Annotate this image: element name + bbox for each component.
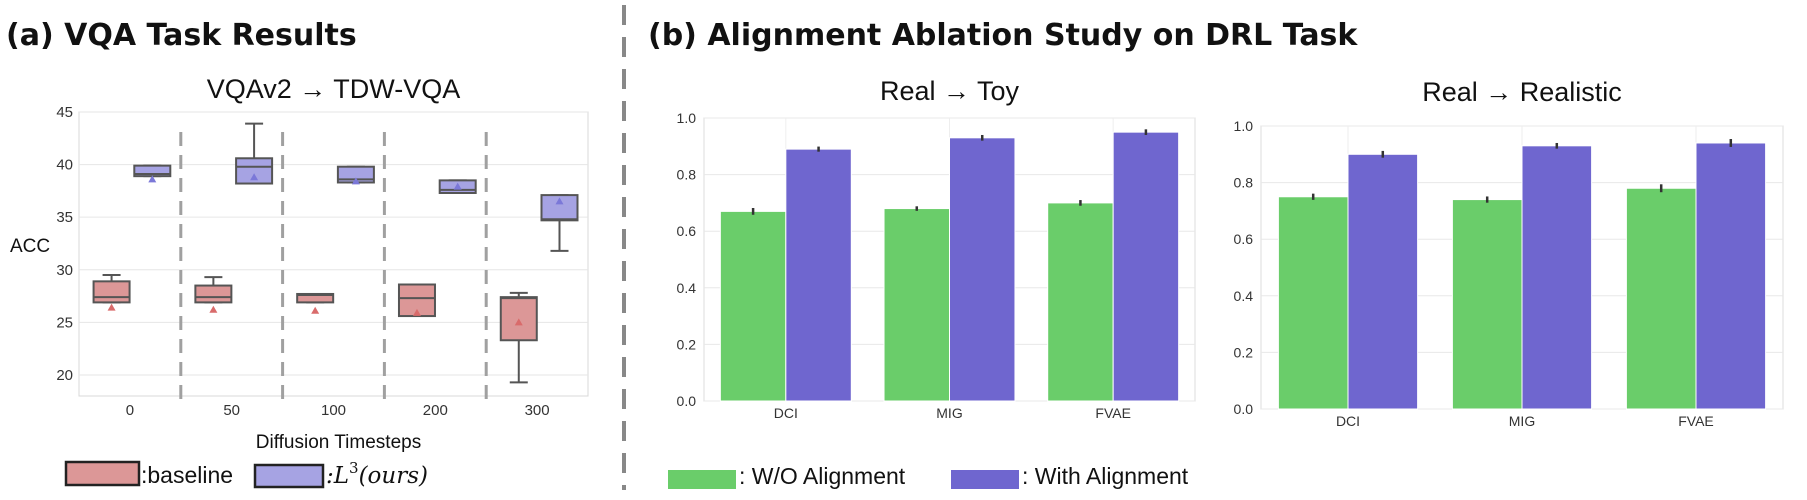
bar-x-tick-label: MIG	[936, 405, 962, 421]
legend-label-with-alignment: : With Alignment	[1022, 463, 1189, 489]
bar-x-tick-label: FVAE	[1678, 413, 1714, 429]
real-to-toy-bar-chart: 0.0 0.2 0.4 0.6 0.8 1.0 DCI MIG FVAE Real → Toy	[677, 76, 1196, 421]
box-y-tick-label: 25	[56, 314, 73, 331]
bar-without-alignment	[719, 210, 787, 402]
legend-panel-a: :baseline :L3(ours)	[64, 459, 428, 489]
bar-x-tick-label: DCI	[1336, 413, 1360, 429]
bar-without-alignment	[883, 208, 950, 402]
bar-with-alignment	[1112, 131, 1180, 402]
bar-y-tick-label: 1.0	[1234, 118, 1254, 134]
bar-without-alignment	[1277, 196, 1349, 410]
legend-swatch-with-alignment	[951, 470, 1019, 489]
box-x-axis-label: Diffusion Timesteps	[256, 432, 421, 453]
box-baseline	[92, 280, 131, 304]
legend-swatch-ours	[253, 463, 325, 489]
legend-panel-b: : W/O Alignment : With Alignment	[668, 463, 1189, 489]
bar-with-alignment	[1521, 145, 1593, 410]
bar-y-tick-label: 0.6	[1234, 231, 1254, 247]
box-x-tick-label: 50	[223, 402, 240, 419]
box-mean-marker	[148, 175, 157, 183]
vqa-box-plot: 20 25 30 35 40 45 0 50 100 200 300 VQAv2 → TDW-VQA A…	[10, 74, 589, 453]
bar-with-alignment	[1347, 153, 1419, 410]
bar-y-tick-label: 1.0	[677, 110, 697, 126]
box-mean-marker	[555, 197, 564, 205]
bar-y-tick-label: 0.0	[1234, 401, 1254, 417]
box-x-tick-label: 0	[126, 402, 134, 419]
bar-y-tick-label: 0.2	[1234, 344, 1254, 360]
bar-y-tick-label: 0.4	[1234, 288, 1254, 304]
bar-x-tick-label: MIG	[1509, 413, 1535, 429]
box-mean-marker	[250, 173, 259, 181]
box-y-tick-label: 35	[56, 209, 73, 226]
legend-label-ours: :L3(ours)	[326, 459, 428, 489]
box-mean-marker	[209, 305, 218, 313]
box-y-axis-label: ACC	[10, 236, 50, 257]
bar-without-alignment	[1451, 199, 1523, 410]
box-mean-marker	[412, 308, 421, 316]
bar-x-tick-label: DCI	[774, 405, 798, 421]
bar-with-alignment	[949, 137, 1016, 402]
panel-a-title: (a) VQA Task Results	[6, 18, 357, 53]
bar-without-alignment	[1625, 187, 1697, 410]
box-plot-title: VQAv2 → TDW-VQA	[207, 74, 461, 104]
bar-plot-title: Real → Toy	[880, 76, 1020, 106]
box-baseline	[194, 284, 233, 304]
bar-with-alignment	[785, 148, 852, 402]
box-plot-area	[78, 111, 589, 397]
box-baseline	[296, 292, 335, 304]
bar-x-tick-label: FVAE	[1095, 405, 1131, 421]
bar-y-tick-label: 0.8	[677, 167, 697, 183]
box-ours	[540, 194, 579, 222]
bar-plot-title: Real → Realistic	[1422, 77, 1622, 107]
box-y-tick-label: 45	[56, 104, 73, 121]
bar-y-tick-label: 0.6	[677, 223, 697, 239]
box-mean-marker	[107, 303, 116, 311]
box-y-tick-label: 20	[56, 367, 73, 384]
box-x-tick-label: 300	[525, 402, 550, 419]
bar-without-alignment	[1047, 202, 1114, 402]
legend-swatch-without-alignment	[668, 470, 736, 489]
bar-y-tick-label: 0.4	[677, 280, 697, 296]
bar-y-tick-label: 0.2	[677, 336, 697, 352]
box-mean-marker	[351, 177, 360, 185]
real-to-realistic-bar-chart: 0.0 0.2 0.4 0.6 0.8 1.0 DCI MIG FVAE Real → Reali…	[1234, 77, 1784, 429]
legend-swatch-baseline	[64, 460, 141, 487]
legend-label-without-alignment: : W/O Alignment	[739, 463, 906, 489]
box-y-tick-label: 30	[56, 262, 73, 279]
box-mean-marker	[453, 182, 462, 190]
legend-label-baseline: :baseline	[141, 462, 233, 488]
box-x-tick-label: 200	[423, 402, 448, 419]
bar-y-tick-label: 0.0	[677, 393, 697, 409]
box-mean-marker	[514, 318, 523, 326]
bar-y-tick-label: 0.8	[1234, 175, 1254, 191]
panel-b-title: (b) Alignment Ablation Study on DRL Task	[648, 18, 1358, 53]
box-mean-marker	[311, 306, 320, 314]
bar-with-alignment	[1695, 142, 1767, 410]
box-y-tick-label: 40	[56, 157, 73, 174]
box-x-tick-label: 100	[321, 402, 346, 419]
